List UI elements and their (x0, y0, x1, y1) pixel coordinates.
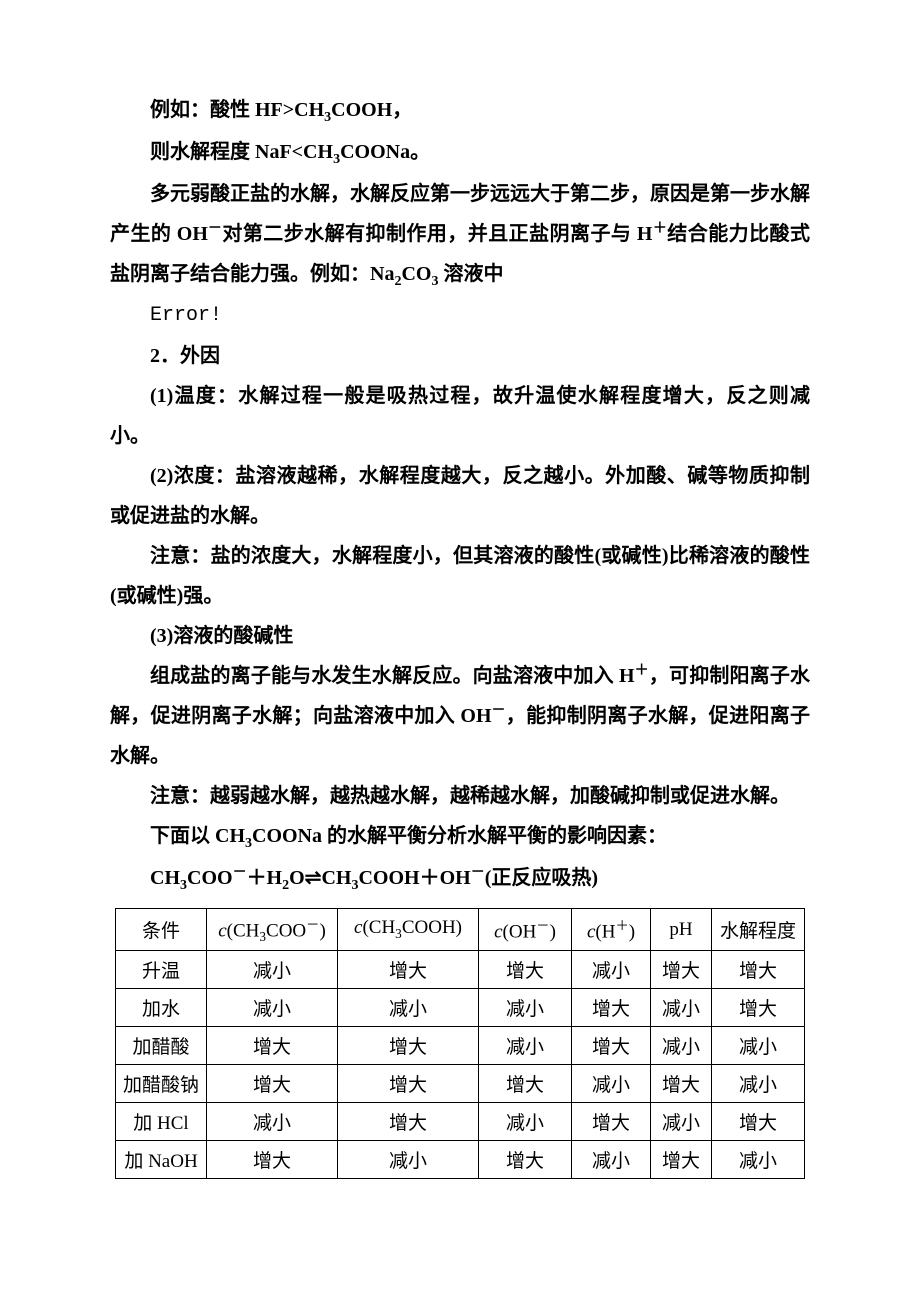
table-cell: 减小 (338, 989, 479, 1027)
table-cell: 增大 (572, 1027, 651, 1065)
table-row: 加醋酸钠增大增大增大减小增大减小 (116, 1065, 805, 1103)
table-cell: 减小 (572, 1065, 651, 1103)
table-cell: 加水 (116, 989, 207, 1027)
table-cell: 增大 (207, 1141, 338, 1179)
table-cell: 增大 (338, 1027, 479, 1065)
table-cell: 减小 (572, 951, 651, 989)
table-cell: 增大 (338, 951, 479, 989)
heading-external-factors: 2．外因 (110, 336, 810, 376)
table-row: 加 HCl减小增大减小增大减小增大 (116, 1103, 805, 1141)
label-note-2: 注意： (150, 785, 210, 807)
table-cell: 增大 (651, 1065, 712, 1103)
paragraph-multi-acid: 多元弱酸正盐的水解，水解反应第一步远远大于第二步，原因是第一步水解产生的 OH－… (110, 174, 810, 296)
table-cell: 减小 (712, 1065, 805, 1103)
table-cell: 增大 (712, 951, 805, 989)
table-cell: 减小 (651, 1027, 712, 1065)
paragraph-intro-table: 下面以 CH3COONa 的水解平衡分析水解平衡的影响因素： (110, 816, 810, 858)
table-cell: 增大 (207, 1027, 338, 1065)
paragraph-note-1: 注意：盐的浓度大，水解程度小，但其溶液的酸性(或碱性)比稀溶液的酸性(或碱性)强… (110, 536, 810, 616)
paragraph-example-1: 例如：酸性 HF>CH3COOH， (110, 90, 810, 132)
table-cell: 减小 (572, 1141, 651, 1179)
table-cell: 减小 (651, 1103, 712, 1141)
label-concentration: (2)浓度： (150, 465, 235, 487)
table-cell: 增大 (712, 1103, 805, 1141)
equation-line: CH3COO－＋H2O⇌CH3COOH＋OH－(正反应吸热) (110, 858, 810, 900)
table-cell: 减小 (479, 1103, 572, 1141)
table-cell: 减小 (207, 951, 338, 989)
table-cell: 升温 (116, 951, 207, 989)
table-cell: 增大 (207, 1065, 338, 1103)
table-header-row: 条件 c(CH3COO－) c(CH3COOH) c(OH－) c(H＋) pH… (116, 909, 805, 951)
table-row: 加 NaOH增大减小增大减小增大减小 (116, 1141, 805, 1179)
heading-acid-base: (3)溶液的酸碱性 (110, 616, 810, 656)
text-note-1: 盐的浓度大，水解程度小，但其溶液的酸性(或碱性)比稀溶液的酸性(或碱性)强。 (110, 545, 810, 607)
col-c-acetic: c(CH3COOH) (338, 909, 479, 951)
table-cell: 加 HCl (116, 1103, 207, 1141)
table-cell: 减小 (712, 1027, 805, 1065)
table-cell: 加醋酸 (116, 1027, 207, 1065)
col-condition: 条件 (116, 909, 207, 951)
table-cell: 增大 (338, 1103, 479, 1141)
table-cell: 加醋酸钠 (116, 1065, 207, 1103)
col-ph: pH (651, 909, 712, 951)
label-note-1: 注意： (150, 545, 211, 567)
table-cell: 增大 (712, 989, 805, 1027)
paragraph-acid-base-body: 组成盐的离子能与水发生水解反应。向盐溶液中加入 H＋，可抑制阳离子水解，促进阴离… (110, 656, 810, 776)
label-temperature: (1)温度： (150, 385, 238, 407)
table-cell: 加 NaOH (116, 1141, 207, 1179)
col-c-acetate: c(CH3COO－) (207, 909, 338, 951)
table-cell: 增大 (479, 1065, 572, 1103)
col-degree: 水解程度 (712, 909, 805, 951)
table-cell: 减小 (207, 989, 338, 1027)
table-cell: 增大 (338, 1065, 479, 1103)
table-cell: 减小 (338, 1141, 479, 1179)
paragraph-concentration: (2)浓度：盐溶液越稀，水解程度越大，反之越小。外加酸、碱等物质抑制或促进盐的水… (110, 456, 810, 536)
table-cell: 减小 (479, 1027, 572, 1065)
table-cell: 增大 (479, 951, 572, 989)
table-cell: 减小 (479, 989, 572, 1027)
table-cell: 减小 (651, 989, 712, 1027)
error-placeholder: Error! (110, 296, 810, 336)
table-cell: 增大 (479, 1141, 572, 1179)
table-cell: 增大 (651, 951, 712, 989)
paragraph-example-2: 则水解程度 NaF<CH3COONa。 (110, 132, 810, 174)
table-row: 加醋酸增大增大减小增大减小减小 (116, 1027, 805, 1065)
table-cell: 减小 (207, 1103, 338, 1141)
col-c-oh: c(OH－) (479, 909, 572, 951)
paragraph-temperature: (1)温度：水解过程一般是吸热过程，故升温使水解程度增大，反之则减小。 (110, 376, 810, 456)
hydrolysis-table: 条件 c(CH3COO－) c(CH3COOH) c(OH－) c(H＋) pH… (115, 908, 805, 1179)
table-body: 升温减小增大增大减小增大增大加水减小减小减小增大减小增大加醋酸增大增大减小增大减… (116, 951, 805, 1179)
paragraph-note-2: 注意：越弱越水解，越热越水解，越稀越水解，加酸碱抑制或促进水解。 (110, 776, 810, 816)
col-c-h: c(H＋) (572, 909, 651, 951)
table-cell: 减小 (712, 1141, 805, 1179)
text-note-2: 越弱越水解，越热越水解，越稀越水解，加酸碱抑制或促进水解。 (210, 785, 790, 807)
table-cell: 增大 (651, 1141, 712, 1179)
table-cell: 增大 (572, 1103, 651, 1141)
document-page: 例如：酸性 HF>CH3COOH， 则水解程度 NaF<CH3COONa。 多元… (0, 0, 920, 1239)
table-row: 加水减小减小减小增大减小增大 (116, 989, 805, 1027)
table-row: 升温减小增大增大减小增大增大 (116, 951, 805, 989)
table-cell: 增大 (572, 989, 651, 1027)
